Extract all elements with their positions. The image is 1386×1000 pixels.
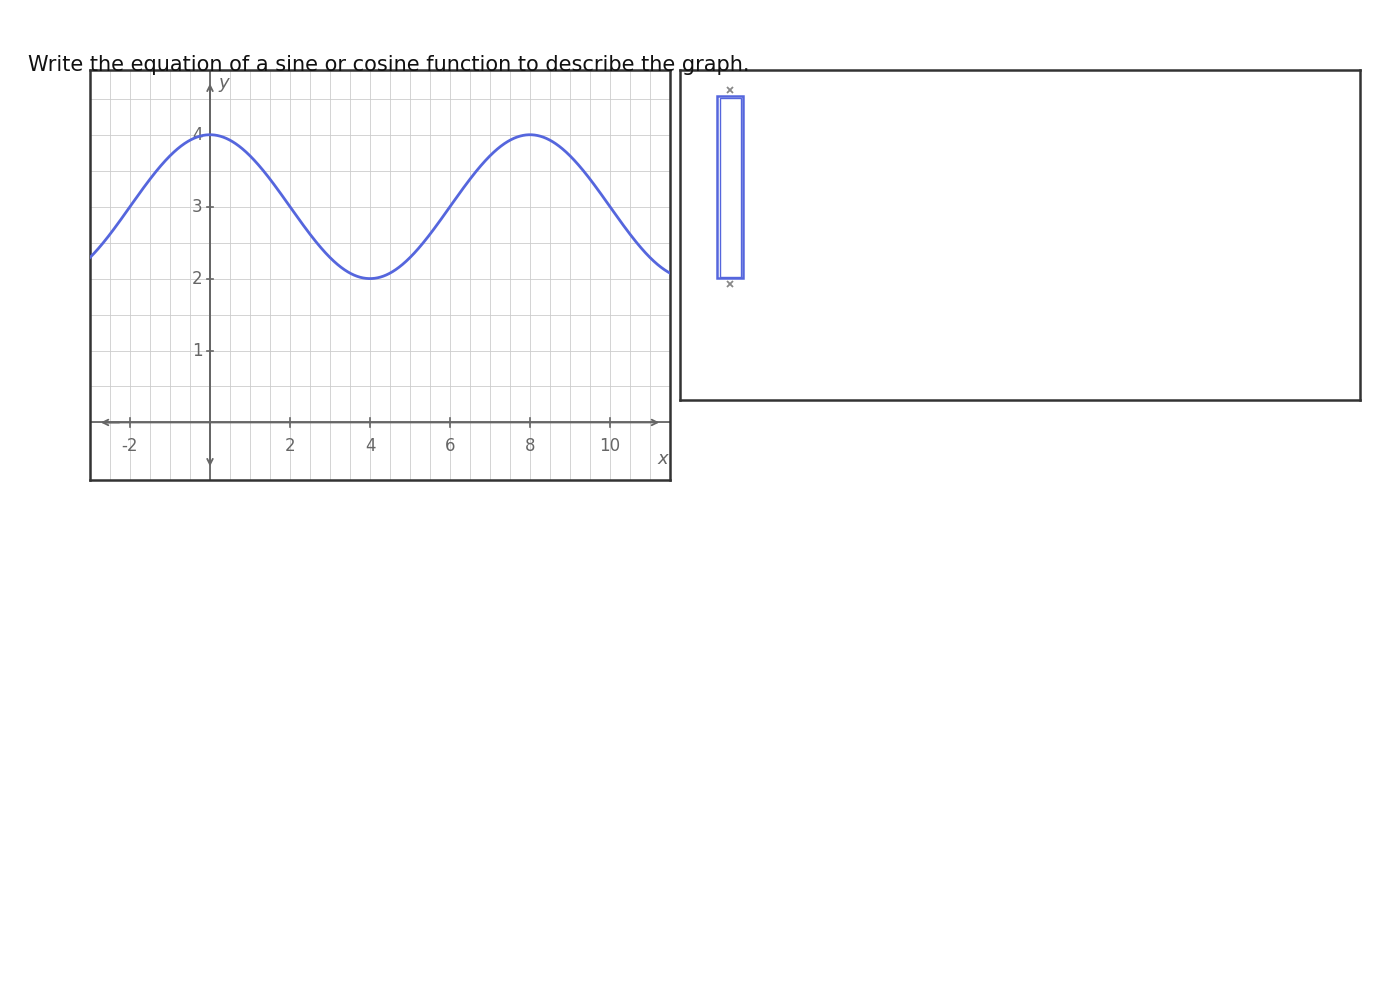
Text: 3: 3: [193, 198, 202, 216]
Text: 10: 10: [599, 437, 621, 455]
Text: 2: 2: [284, 437, 295, 455]
Text: 2: 2: [193, 270, 202, 288]
Text: 4: 4: [365, 437, 376, 455]
Text: -2: -2: [122, 437, 139, 455]
Text: 4: 4: [193, 126, 202, 144]
Bar: [718, 96, 743, 278]
Text: x: x: [657, 450, 668, 468]
Text: Write the equation of a sine or cosine function to describe the graph.: Write the equation of a sine or cosine f…: [28, 55, 750, 75]
Text: 8: 8: [525, 437, 535, 455]
Text: 1: 1: [193, 342, 202, 360]
Text: 6: 6: [445, 437, 455, 455]
Text: y: y: [219, 74, 230, 92]
Bar: [721, 98, 740, 277]
